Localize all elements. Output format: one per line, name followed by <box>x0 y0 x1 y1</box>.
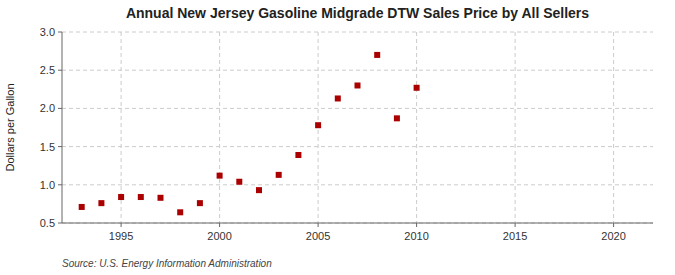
x-tick <box>416 223 417 227</box>
x-grid-line <box>515 32 516 223</box>
x-grid-line <box>613 32 614 223</box>
axes: 0.5 1.0 1.5 2.0 2.5 3.0 1995 2000 2005 2010 2015 20… <box>40 26 653 242</box>
point <box>335 95 341 101</box>
point <box>394 115 400 121</box>
source-note: Source: U.S. Energy Information Administ… <box>62 258 272 269</box>
y-tick-label: 2.0 <box>40 102 55 114</box>
x-tick-label: 2015 <box>503 230 527 242</box>
point <box>79 204 85 210</box>
x-tick <box>613 223 614 227</box>
point <box>414 85 420 91</box>
y-tick <box>58 223 62 224</box>
point <box>98 200 104 206</box>
x-tick <box>121 223 122 227</box>
title: Annual New Jersey Gasoline Midgrade DTW … <box>126 5 589 21</box>
chart-container: Annual New Jersey Gasoline Midgrade DTW … <box>0 0 675 275</box>
x-tick-label: 2020 <box>601 230 625 242</box>
x-tick <box>515 223 516 227</box>
point <box>158 195 164 201</box>
x-tick-label: 2005 <box>306 230 330 242</box>
x-tick <box>219 223 220 227</box>
point <box>197 200 203 206</box>
y-tick <box>58 70 62 71</box>
y-tick <box>58 184 62 185</box>
y-axis-label: Dollars per Gallon <box>4 83 16 171</box>
x-grid-line <box>416 32 417 223</box>
x-tick-label: 2000 <box>207 230 231 242</box>
point <box>177 209 183 215</box>
point <box>295 152 301 158</box>
y-grid-line <box>62 32 653 33</box>
y-tick-label: 3.0 <box>40 26 55 38</box>
y-grid-line <box>62 70 653 71</box>
y-grid-line <box>62 223 653 224</box>
x-axis-line <box>62 223 653 224</box>
point <box>374 52 380 58</box>
y-tick <box>58 146 62 147</box>
x-tick <box>318 223 319 227</box>
point <box>217 173 223 179</box>
y-grid-line <box>62 184 653 185</box>
y-tick <box>58 108 62 109</box>
x-grid-line <box>219 32 220 223</box>
point <box>276 172 282 178</box>
point <box>355 82 361 88</box>
y-grid-line <box>62 146 653 147</box>
y-grid-line <box>62 108 653 109</box>
point <box>118 194 124 200</box>
x-tick-label: 1995 <box>109 230 133 242</box>
y-tick <box>58 32 62 33</box>
y-tick-label: 1.5 <box>40 141 55 153</box>
point <box>236 179 242 185</box>
y-axis-line <box>62 32 63 223</box>
x-tick-label: 2010 <box>404 230 428 242</box>
point <box>256 187 262 193</box>
points <box>79 52 420 215</box>
point <box>315 122 321 128</box>
grid <box>62 32 653 223</box>
chart: Annual New Jersey Gasoline Midgrade DTW … <box>0 0 675 275</box>
point <box>138 194 144 200</box>
y-tick-label: 0.5 <box>40 217 55 229</box>
y-tick-label: 2.5 <box>40 64 55 76</box>
y-tick-label: 1.0 <box>40 179 55 191</box>
